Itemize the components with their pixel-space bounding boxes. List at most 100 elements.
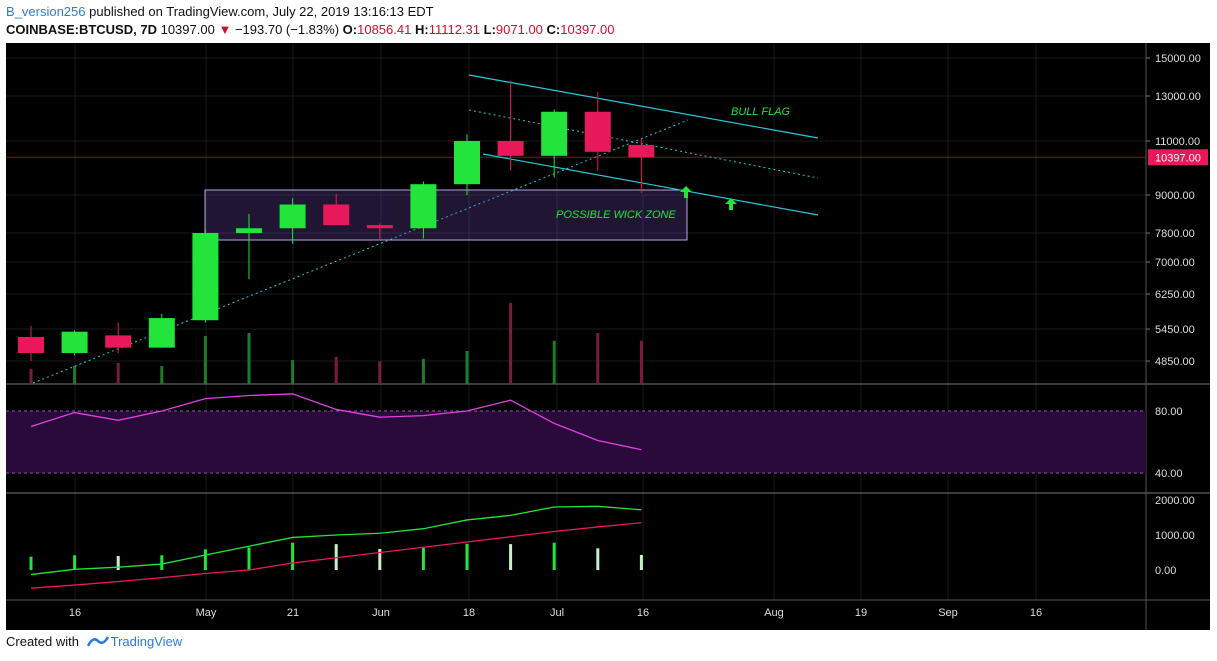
candle-body <box>497 141 524 156</box>
volume-bar <box>247 333 251 384</box>
open-label: O: <box>342 22 358 37</box>
price-tick-label: 11000.00 <box>1155 136 1200 148</box>
tradingview-link[interactable]: TradingView <box>110 634 183 649</box>
macd-histogram-bar <box>29 556 33 570</box>
macd-histogram-bar <box>334 544 338 570</box>
close-label: C: <box>546 22 561 37</box>
price-tick-label: 15000.00 <box>1155 53 1201 65</box>
volume-bar <box>160 366 164 384</box>
time-tick-label: 19 <box>855 607 867 619</box>
macd-histogram-bar <box>509 544 513 570</box>
price-tick-label: 6250.00 <box>1155 289 1195 301</box>
candle-body <box>105 335 132 348</box>
high-label: H: <box>414 22 429 37</box>
rsi-tick-label: 80.00 <box>1155 406 1183 418</box>
macd-histogram-bar <box>247 547 251 570</box>
macd-histogram-bar <box>73 555 77 570</box>
high-value: 11112.31 <box>428 22 481 37</box>
up-arrow-icon <box>725 198 737 210</box>
open-value: 10856.41 <box>357 22 412 37</box>
macd-histogram-bar <box>639 554 643 570</box>
rsi-tick-label: 40.00 <box>1155 468 1183 480</box>
macd-histogram-bar <box>378 549 382 570</box>
price-tick-label: 13000.00 <box>1155 91 1201 103</box>
created-with-text: Created with <box>6 634 79 649</box>
macd-histogram-bar <box>116 556 120 570</box>
time-tick-label: 18 <box>463 607 475 619</box>
candle-body <box>366 225 393 229</box>
macd-tick-label: 0.00 <box>1155 565 1176 577</box>
author-name[interactable]: B_version256 <box>6 4 86 19</box>
low-label: L: <box>483 22 496 37</box>
rsi-line <box>30 393 642 451</box>
time-tick-label: May <box>196 607 217 619</box>
candle-body <box>628 144 655 158</box>
candle-body <box>454 141 480 185</box>
flag-channel-top <box>468 74 819 139</box>
volume-bar <box>29 369 33 384</box>
macd-histogram-bar <box>465 543 469 570</box>
price-tick-label: 5450.00 <box>1155 324 1195 336</box>
candle-body <box>18 337 44 353</box>
time-tick-label: Aug <box>764 607 784 619</box>
volume-bar <box>552 340 556 384</box>
publish-info: published on TradingView.com, July 22, 2… <box>89 4 434 19</box>
publish-header: B_version256 published on TradingView.co… <box>6 4 434 19</box>
volume-bar <box>334 357 338 384</box>
time-tick-label: 16 <box>69 607 81 619</box>
symbol-name: COINBASE:BTCUSD, 7D <box>6 22 157 37</box>
candle-body <box>61 331 88 353</box>
candle-body <box>148 318 175 348</box>
volume-bar <box>116 363 120 384</box>
bull-flag-label: BULL FLAG <box>731 106 791 118</box>
up-arrow-icon <box>680 186 692 198</box>
candle-body <box>236 228 262 233</box>
time-tick-label: Sep <box>938 607 958 619</box>
volume-bar <box>203 336 207 384</box>
macd-tick-label: 2000.00 <box>1155 495 1195 507</box>
macd-line <box>30 505 642 576</box>
time-tick-label: Jul <box>550 607 564 619</box>
tradingview-logo-icon <box>86 634 109 651</box>
close-value: 10397.00 <box>560 22 615 37</box>
macd-histogram-bar <box>203 549 207 570</box>
candle-body <box>323 204 350 226</box>
candle-body <box>279 204 306 229</box>
time-axis-background <box>6 600 1210 630</box>
rsi-band <box>6 411 1146 473</box>
volume-bar <box>291 360 295 384</box>
macd-histogram-bar <box>291 542 295 570</box>
macd-histogram-bar <box>552 542 556 570</box>
candle-body <box>584 111 611 152</box>
volume-bar <box>509 303 513 384</box>
macd-signal-line <box>30 522 642 589</box>
flag-midline <box>468 109 819 179</box>
time-tick-label: Jun <box>372 607 390 619</box>
last-price-label: 10397.00 <box>1155 152 1201 164</box>
last-price: 10397.00 <box>160 22 215 37</box>
low-value: 9071.00 <box>495 22 543 37</box>
wick-zone-label: POSSIBLE WICK ZONE <box>556 209 676 221</box>
volume-bar <box>421 358 425 384</box>
time-tick-label: 16 <box>1030 607 1042 619</box>
price-tick-label: 9000.00 <box>1155 190 1195 202</box>
footer: Created with TradingView <box>6 634 182 651</box>
volume-bar <box>378 361 382 384</box>
candle-body <box>410 184 437 229</box>
down-arrow-icon: ▼ <box>218 22 232 37</box>
flag-channel-bottom <box>482 153 819 216</box>
volume-bar <box>465 351 469 384</box>
macd-histogram-bar <box>421 547 425 570</box>
price-change: −193.70 (−1.83%) <box>234 22 340 37</box>
macd-tick-label: 1000.00 <box>1155 530 1195 542</box>
candle-body <box>192 233 219 321</box>
symbol-bar: COINBASE:BTCUSD, 7D 10397.00 ▼ −193.70 (… <box>6 22 615 37</box>
last-price-badge <box>1148 149 1208 166</box>
volume-bar <box>596 333 600 384</box>
price-tick-label: 4850.00 <box>1155 356 1195 368</box>
price-tick-label: 7800.00 <box>1155 228 1195 240</box>
time-tick-label: 16 <box>637 607 649 619</box>
volume-bar <box>639 340 643 384</box>
macd-histogram-bar <box>596 548 600 570</box>
